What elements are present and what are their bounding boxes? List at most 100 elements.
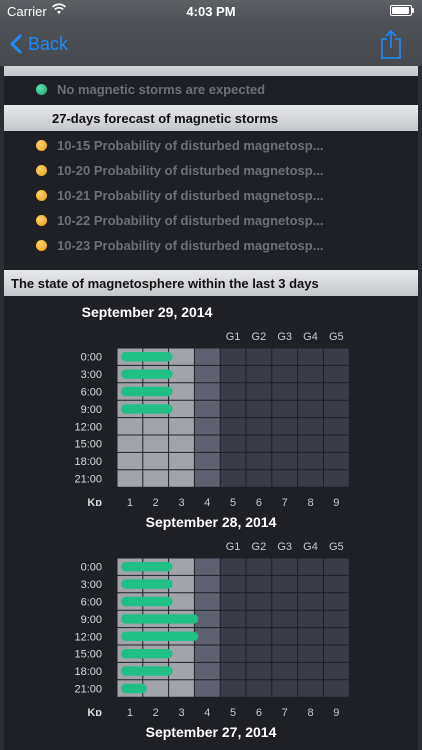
kp-tick-label: 6 <box>256 707 262 716</box>
forecast-item-label: 10-21 Probability of disturbed magnetosp… <box>57 188 324 203</box>
g-scale-label: G3 <box>277 331 292 343</box>
kp-chart-svg: G1 G2 G3 G4 G5 0:00 3:00 6:00 9:00 12:00 15:00 18:0… <box>74 331 350 506</box>
kp-bar <box>121 386 173 397</box>
kp-bar <box>121 631 199 641</box>
kp-tick-label: 7 <box>282 497 288 506</box>
kp-tick-label: 2 <box>153 497 159 506</box>
kp-tick-label: 4 <box>204 497 210 506</box>
kp-bar <box>121 369 173 379</box>
g-scale-label: G1 <box>226 331 241 343</box>
forecast-orange-dot-icon <box>36 165 47 176</box>
state-section-header: The state of magnetosphere within the la… <box>4 270 418 296</box>
time-label: 18:00 <box>74 666 102 678</box>
battery-icon <box>390 5 414 16</box>
kp-tick-label: 1 <box>127 497 133 506</box>
kp-tick-label: 3 <box>178 707 184 716</box>
kp-tick-label: 1 <box>127 707 133 716</box>
kp-tick-label: 5 <box>230 497 236 506</box>
wifi-icon <box>52 3 66 18</box>
kp-bar <box>121 596 173 607</box>
time-label: 21:00 <box>74 684 102 696</box>
kp-bar <box>121 614 199 624</box>
forecast-item[interactable]: 10-15 Probability of disturbed magnetosp… <box>4 133 418 158</box>
status-green-dot-icon <box>36 84 47 95</box>
time-label: 9:00 <box>81 404 102 416</box>
time-label: 0:00 <box>81 352 102 364</box>
chart-title: September 28, 2014 <box>145 514 277 530</box>
kp-chart: G1 G2 G3 G4 G5 0:00 3:00 6:00 9:00 12:00 15:00 18:0… <box>4 326 418 506</box>
forecast-item-label: 10-20 Probability of disturbed magnetosp… <box>57 163 324 178</box>
kp-bar <box>121 352 173 362</box>
time-label: 18:00 <box>74 456 102 468</box>
g-scale-label: G1 <box>226 541 241 553</box>
kp-bar <box>121 579 173 589</box>
time-label: 6:00 <box>81 597 102 609</box>
kp-tick-label: 7 <box>282 707 288 716</box>
time-label: 9:00 <box>81 614 102 626</box>
g-scale-label: G4 <box>303 331 318 343</box>
kp-chart-svg: G1 G2 G3 G4 G5 0:00 3:00 6:00 9:00 12:00 15:00 18:0… <box>74 541 350 716</box>
time-label: 0:00 <box>81 562 102 574</box>
g-scale-label: G2 <box>252 331 267 343</box>
current-status-text: No magnetic storms are expected <box>57 82 266 97</box>
status-time: 4:03 PM <box>186 4 236 19</box>
chart-title: September 27, 2014 <box>145 724 277 740</box>
forecast-item[interactable]: 10-23 Probability of disturbed magnetosp… <box>4 233 418 258</box>
forecast-orange-dot-icon <box>36 140 47 151</box>
kp-tick-label: 3 <box>178 497 184 506</box>
kp-chart: G1 G2 G3 G4 G5 0:00 3:00 6:00 9:00 12:00 15:00 18:0… <box>4 536 418 716</box>
time-label: 12:00 <box>74 631 102 643</box>
x-axis-label: Kp <box>87 497 102 506</box>
kp-bar <box>121 404 173 414</box>
kp-bar <box>121 562 173 572</box>
forecast-item[interactable]: 10-22 Probability of disturbed magnetosp… <box>4 208 418 233</box>
forecast-item[interactable]: 10-21 Probability of disturbed magnetosp… <box>4 183 418 208</box>
kp-tick-label: 4 <box>204 707 210 716</box>
forecast-orange-dot-icon <box>36 215 47 226</box>
chevron-left-icon <box>10 34 22 54</box>
status-bar: Carrier 4:03 PM <box>0 0 422 22</box>
time-label: 21:00 <box>74 474 102 486</box>
navigation-bar: Back <box>0 22 422 66</box>
carrier-label: Carrier <box>7 4 47 19</box>
forecast-item[interactable]: 10-20 Probability of disturbed magnetosp… <box>4 158 418 183</box>
g-scale-label: G2 <box>252 541 267 553</box>
time-label: 3:00 <box>81 579 102 591</box>
share-icon <box>381 29 401 59</box>
content-area[interactable]: No magnetic storms are expected 27-days … <box>4 66 418 750</box>
g-scale-label: G5 <box>329 331 344 343</box>
kp-tick-label: 2 <box>153 707 159 716</box>
time-label: 6:00 <box>81 387 102 399</box>
kp-tick-label: 6 <box>256 497 262 506</box>
time-label: 12:00 <box>74 421 102 433</box>
time-label: 15:00 <box>74 649 102 661</box>
forecast-section-header: 27-days forecast of magnetic storms <box>4 105 418 131</box>
back-button[interactable]: Back <box>10 31 68 57</box>
kp-tick-label: 5 <box>230 707 236 716</box>
kp-tick-label: 8 <box>307 497 313 506</box>
kp-bar <box>121 683 147 694</box>
g-scale-label: G4 <box>303 541 318 553</box>
forecast-orange-dot-icon <box>36 240 47 251</box>
g-scale-label: G3 <box>277 541 292 553</box>
current-section-header <box>4 66 418 76</box>
forecast-item-label: 10-22 Probability of disturbed magnetosp… <box>57 213 324 228</box>
kp-bar <box>121 649 173 659</box>
time-label: 15:00 <box>74 439 102 451</box>
chart-title: September 29, 2014 <box>81 304 213 320</box>
current-status-row: No magnetic storms are expected <box>4 77 418 102</box>
x-axis-label: Kp <box>87 707 102 716</box>
kp-tick-label: 9 <box>333 707 339 716</box>
g-scale-label: G5 <box>329 541 344 553</box>
forecast-item-label: 10-15 Probability of disturbed magnetosp… <box>57 138 324 153</box>
forecast-item-label: 10-23 Probability of disturbed magnetosp… <box>57 238 324 253</box>
share-button[interactable] <box>378 28 404 60</box>
back-button-label: Back <box>28 33 69 54</box>
kp-tick-label: 9 <box>333 497 339 506</box>
state-title: The state of magnetosphere within the la… <box>11 276 319 291</box>
forecast-title: 27-days forecast of magnetic storms <box>52 111 279 126</box>
kp-tick-label: 8 <box>307 707 313 716</box>
time-label: 3:00 <box>81 369 102 381</box>
forecast-orange-dot-icon <box>36 190 47 201</box>
